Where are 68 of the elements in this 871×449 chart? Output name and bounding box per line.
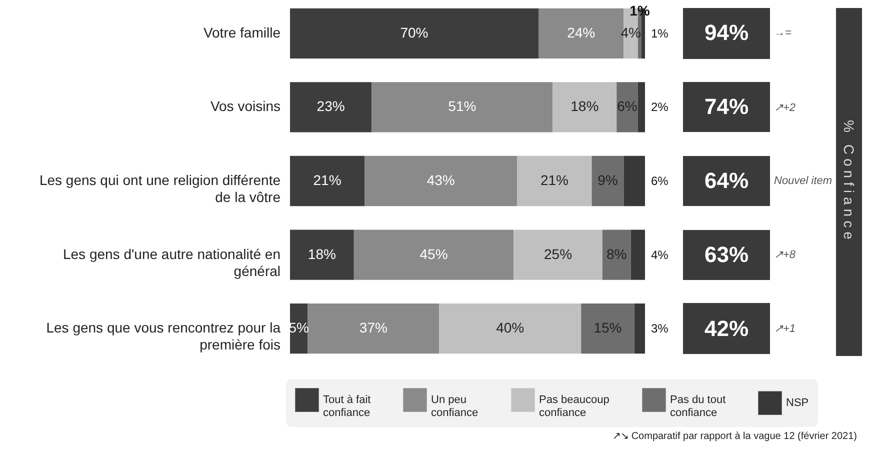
text: →=	[774, 26, 792, 42]
legend-label: Un peu confiance	[431, 394, 478, 419]
bar	[634, 303, 645, 354]
legend-label: Pas beaucoup confiance	[539, 394, 610, 419]
data-label: 15%	[594, 320, 622, 336]
bar	[290, 230, 354, 280]
data-label: 8%	[606, 246, 627, 262]
data-label: 6%	[617, 98, 638, 114]
bar	[552, 82, 617, 132]
bar	[630, 230, 645, 280]
legend-label: NSP	[786, 397, 809, 410]
bar	[514, 230, 602, 280]
data-label: 70%	[400, 24, 428, 40]
y-tick-label: Vos voisins	[210, 98, 280, 114]
bar	[616, 82, 638, 132]
bar	[581, 303, 634, 354]
data-label: 40%	[496, 320, 524, 336]
bar	[624, 156, 645, 206]
data-label: 23%	[316, 98, 345, 114]
text: 42%	[683, 303, 770, 354]
bar	[290, 82, 372, 132]
text: ↗+8	[774, 248, 796, 264]
bar	[592, 156, 624, 206]
y-tick-label: Les gens que vous rencontrez pour la première fois	[46, 320, 281, 353]
data-label: 4%	[620, 24, 641, 40]
data-label: 21%	[540, 172, 568, 188]
data-label: 37%	[359, 320, 388, 336]
legend-label: Tout à fait confiance	[323, 394, 371, 419]
data-label: 4%	[651, 248, 669, 262]
data-label: 6%	[651, 174, 669, 188]
data-label: 2%	[651, 100, 669, 114]
bar	[364, 156, 518, 206]
data-label: 24%	[567, 24, 596, 40]
data-label: 51%	[448, 98, 476, 114]
y-tick-label: Votre famille	[203, 24, 281, 40]
bar	[517, 156, 592, 206]
data-label: 9%	[598, 172, 618, 188]
text: ↗+1	[774, 322, 796, 338]
data-label: 1%	[630, 2, 650, 18]
text: ↗+2	[774, 100, 796, 116]
bar	[290, 303, 308, 354]
text: 63%	[683, 230, 770, 280]
text: 94%	[683, 8, 770, 59]
data-label: 25%	[544, 246, 572, 262]
text: Nouvel item	[774, 174, 832, 189]
data-label: 1%	[651, 26, 669, 40]
data-label: 5%	[288, 320, 309, 336]
legend-label: Pas du tout confiance	[670, 394, 726, 419]
data-label: 3%	[651, 322, 669, 336]
data-label: 43%	[426, 172, 455, 188]
y-tick-label: Les gens qui ont une religion différente de la vôtre	[39, 172, 281, 205]
bar	[354, 230, 514, 280]
bar	[372, 82, 553, 132]
bar	[602, 230, 631, 280]
data-label: 18%	[308, 246, 336, 262]
text: ↗↘ Comparatif par rapport à la vague 12 (février 2021)	[612, 430, 857, 442]
text: % Confiance	[841, 120, 857, 244]
text: 64%	[683, 156, 770, 206]
bar	[290, 8, 538, 59]
bar	[308, 303, 440, 354]
bar	[638, 82, 645, 132]
data-label: 18%	[570, 98, 599, 114]
data-label: 21%	[313, 172, 342, 188]
text: 74%	[683, 82, 770, 132]
bar	[439, 303, 582, 354]
y-tick-label: Les gens d'une autre nationalité en général	[62, 246, 280, 279]
bar	[290, 156, 365, 206]
data-label: 45%	[420, 246, 448, 262]
